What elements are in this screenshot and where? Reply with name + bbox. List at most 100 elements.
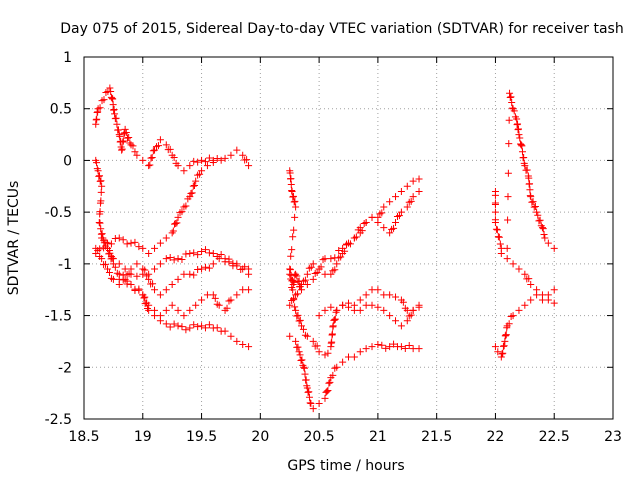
data-point: [515, 306, 523, 314]
data-point: [491, 200, 499, 208]
data-point: [493, 226, 501, 234]
data-point: [505, 140, 513, 148]
data-point: [301, 370, 309, 378]
data-point: [313, 342, 321, 350]
data-point: [109, 275, 117, 283]
data-point: [303, 384, 311, 392]
data-point: [95, 218, 103, 226]
data-point: [105, 268, 113, 276]
data-point: [170, 153, 178, 161]
data-point: [133, 272, 141, 280]
data-point: [300, 363, 308, 371]
data-point: [119, 276, 127, 284]
data-point: [192, 301, 200, 309]
data-point: [162, 320, 170, 328]
data-point: [97, 177, 105, 185]
series-track-l: [491, 89, 558, 252]
data-point: [170, 320, 178, 328]
data-point: [286, 169, 294, 177]
data-point: [149, 280, 157, 288]
series-track-g: [286, 167, 423, 294]
data-point: [209, 250, 217, 258]
x-tick-label: 21.5: [421, 429, 452, 445]
data-point: [287, 181, 295, 189]
data-point: [315, 348, 323, 356]
data-point: [96, 172, 104, 180]
data-point: [550, 299, 558, 307]
data-point: [106, 249, 114, 257]
data-point: [198, 247, 206, 255]
data-point: [526, 180, 534, 188]
series-track-d: [92, 244, 253, 299]
data-point: [491, 208, 499, 216]
data-point: [356, 348, 364, 356]
data-point: [198, 156, 206, 164]
data-point: [521, 270, 529, 278]
data-point: [102, 260, 110, 268]
data-point: [368, 301, 376, 309]
data-point: [290, 226, 298, 234]
data-point: [174, 162, 182, 170]
data-point: [397, 343, 405, 351]
data-point: [119, 138, 127, 146]
data-point: [287, 252, 295, 260]
data-point: [291, 213, 299, 221]
data-point: [326, 378, 334, 386]
data-point: [409, 177, 417, 185]
data-point: [245, 162, 253, 170]
data-point: [309, 337, 317, 345]
data-point: [93, 115, 101, 123]
data-point: [122, 129, 130, 137]
data-point: [198, 167, 206, 175]
data-point: [170, 256, 178, 264]
data-point: [221, 327, 229, 335]
data-point: [290, 198, 298, 206]
data-point: [213, 154, 221, 162]
data-point: [517, 141, 525, 149]
data-point: [509, 312, 517, 320]
data-point: [550, 244, 558, 252]
y-tick-label: -2.5: [45, 412, 72, 428]
data-marks: [92, 84, 558, 413]
data-point: [127, 281, 135, 289]
y-tick-label: 0.5: [50, 102, 72, 118]
data-point: [397, 187, 405, 195]
data-point: [293, 272, 301, 280]
data-point: [518, 142, 526, 150]
data-point: [333, 306, 341, 314]
data-point: [133, 151, 141, 159]
data-point: [188, 189, 196, 197]
data-point: [303, 332, 311, 340]
data-point: [112, 114, 120, 122]
data-point: [121, 125, 129, 133]
data-point: [166, 145, 174, 153]
data-point: [118, 146, 126, 154]
data-point: [245, 265, 253, 273]
data-point: [288, 246, 296, 254]
data-point: [378, 341, 386, 349]
series-track-b: [92, 84, 253, 175]
data-point: [409, 193, 417, 201]
data-point: [350, 306, 358, 314]
data-point: [529, 198, 537, 206]
data-point: [156, 317, 164, 325]
data-point: [534, 211, 542, 219]
data-point: [105, 250, 113, 258]
data-point: [119, 236, 127, 244]
x-tick-label: 19.5: [186, 429, 217, 445]
data-point: [192, 177, 200, 185]
data-point: [527, 296, 535, 304]
data-point: [325, 379, 333, 387]
data-point: [287, 275, 295, 283]
data-point: [173, 219, 181, 227]
data-point: [399, 298, 407, 306]
data-point: [292, 203, 300, 211]
data-point: [526, 186, 534, 194]
data-point: [288, 187, 296, 195]
data-point: [407, 311, 415, 319]
data-point: [538, 224, 546, 232]
data-point: [321, 270, 329, 278]
data-point: [331, 315, 339, 323]
data-point: [374, 286, 382, 294]
data-point: [309, 275, 317, 283]
